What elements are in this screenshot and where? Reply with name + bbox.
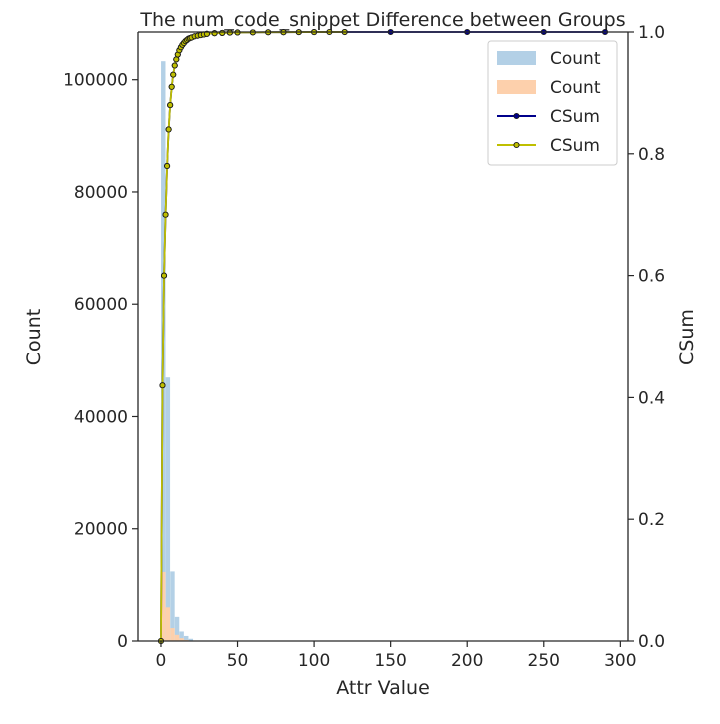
x-tick-label: 250 (528, 651, 560, 671)
histogram-bar (184, 635, 189, 641)
histogram-bar (170, 628, 175, 641)
histogram-bar (161, 571, 166, 641)
legend-box (487, 40, 618, 166)
csum-point (162, 211, 169, 218)
legend-label: CSum (550, 107, 600, 127)
y-tick-label: 100000 (63, 71, 128, 91)
csum-point (159, 382, 166, 389)
histogram-bar (179, 638, 184, 641)
csum-point (168, 83, 175, 90)
histogram-bar (174, 616, 180, 641)
histogram-bar (165, 607, 171, 641)
csum-point (171, 62, 178, 69)
y2-tick-label: 0.4 (638, 388, 665, 408)
legend: Count Count CSum CSum (487, 40, 618, 166)
x-tick-label: 300 (604, 651, 636, 671)
legend-swatch (497, 51, 536, 65)
histogram-bar (174, 634, 180, 641)
y-tick-label: 20000 (74, 520, 128, 540)
chart-title: The num_code_snippet Difference between … (139, 9, 625, 31)
y2-tick-label: 1.0 (638, 23, 665, 43)
csum-point (167, 102, 174, 109)
csum-point (165, 126, 172, 133)
x-tick-label: 150 (374, 651, 406, 671)
x-tick-label: 200 (451, 651, 483, 671)
histogram-bar (179, 631, 184, 641)
y-axis-label: Count (23, 309, 45, 365)
x-tick-label: 50 (227, 651, 249, 671)
y-tick-label: 0 (117, 632, 128, 652)
y-tick-label: 80000 (74, 183, 128, 203)
y2-axis-label: CSum (676, 309, 698, 365)
csum-point (160, 272, 168, 279)
csum-point (164, 162, 171, 170)
y2-tick-label: 0.8 (638, 145, 665, 165)
csum-point (173, 56, 180, 63)
axes: 0 50 100 150 200 250 300 0 20000 40000 60000 80000 1… (63, 23, 665, 671)
histogram-bar (165, 377, 171, 641)
histogram-bar (188, 638, 194, 641)
x-tick-label: 100 (298, 651, 330, 671)
csum-line (160, 31, 345, 642)
legend-label: CSum (550, 136, 600, 156)
y-tick-label: 40000 (74, 407, 128, 427)
legend-label: Count (550, 78, 601, 98)
legend-marker (513, 112, 520, 120)
legend-swatch (497, 80, 536, 94)
y2-tick-label: 0.6 (638, 267, 665, 287)
x-axis-label: Attr Value (336, 677, 430, 699)
x-tick-label: 0 (156, 651, 167, 671)
histogram-bar (170, 571, 175, 641)
legend-marker (513, 141, 520, 149)
y-tick-label: 60000 (74, 295, 128, 315)
legend-label: Count (550, 49, 601, 69)
csum-point (170, 71, 177, 78)
y2-tick-label: 0.2 (638, 510, 665, 530)
csum-point (219, 29, 226, 36)
y2-tick-label: 0.0 (638, 632, 665, 652)
